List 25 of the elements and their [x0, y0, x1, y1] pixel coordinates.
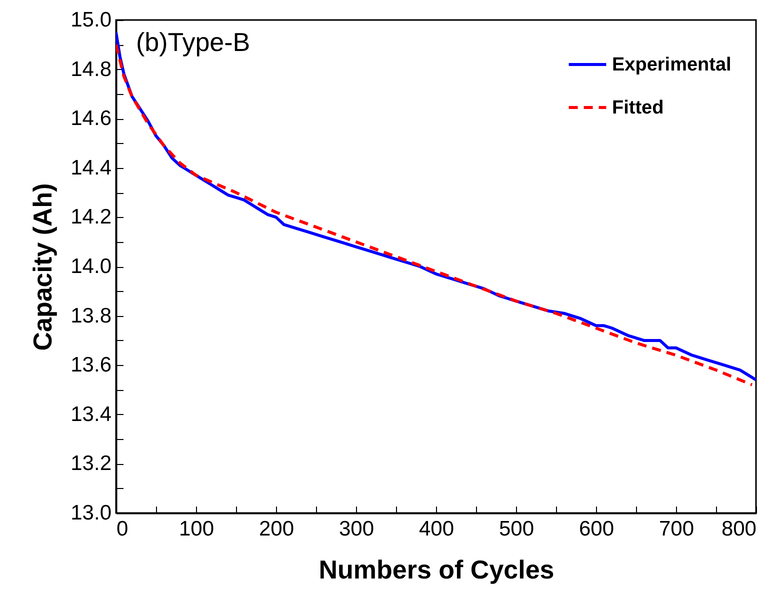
x-axis-title: Numbers of Cycles	[318, 554, 554, 584]
annotation: (b)Type-B	[136, 27, 250, 57]
x-tick-label: 800	[721, 518, 756, 540]
y-tick-label: 13.8	[70, 304, 112, 328]
y-tick-label: 14.0	[70, 255, 112, 278]
x-tick-label: 700	[658, 518, 694, 540]
y-tick-label: 14.6	[70, 107, 112, 130]
x-tick-label: 500	[498, 518, 534, 540]
y-tick-label: 15.0	[70, 8, 112, 32]
y-tick-label: 13.4	[70, 402, 112, 426]
y-axis-title: Capacity (Ah)	[28, 183, 58, 351]
y-tick-label: 14.2	[70, 206, 112, 229]
y-tick-label: 14.4	[70, 156, 112, 180]
legend-label: Fitted	[612, 98, 664, 118]
y-tick-label: 14.8	[70, 58, 112, 81]
y-tick-label: 13.0	[70, 502, 112, 524]
x-tick-label: 0	[116, 518, 128, 540]
legend-label: Experimental	[612, 54, 732, 76]
x-tick-label: 400	[418, 518, 454, 540]
x-tick-label: 100	[178, 518, 214, 540]
y-tick-label: 13.2	[70, 452, 112, 476]
x-tick-label: 300	[338, 518, 374, 540]
y-tick-label: 13.6	[70, 354, 112, 377]
x-tick-label: 200	[258, 518, 294, 540]
x-tick-label: 600	[578, 518, 614, 540]
